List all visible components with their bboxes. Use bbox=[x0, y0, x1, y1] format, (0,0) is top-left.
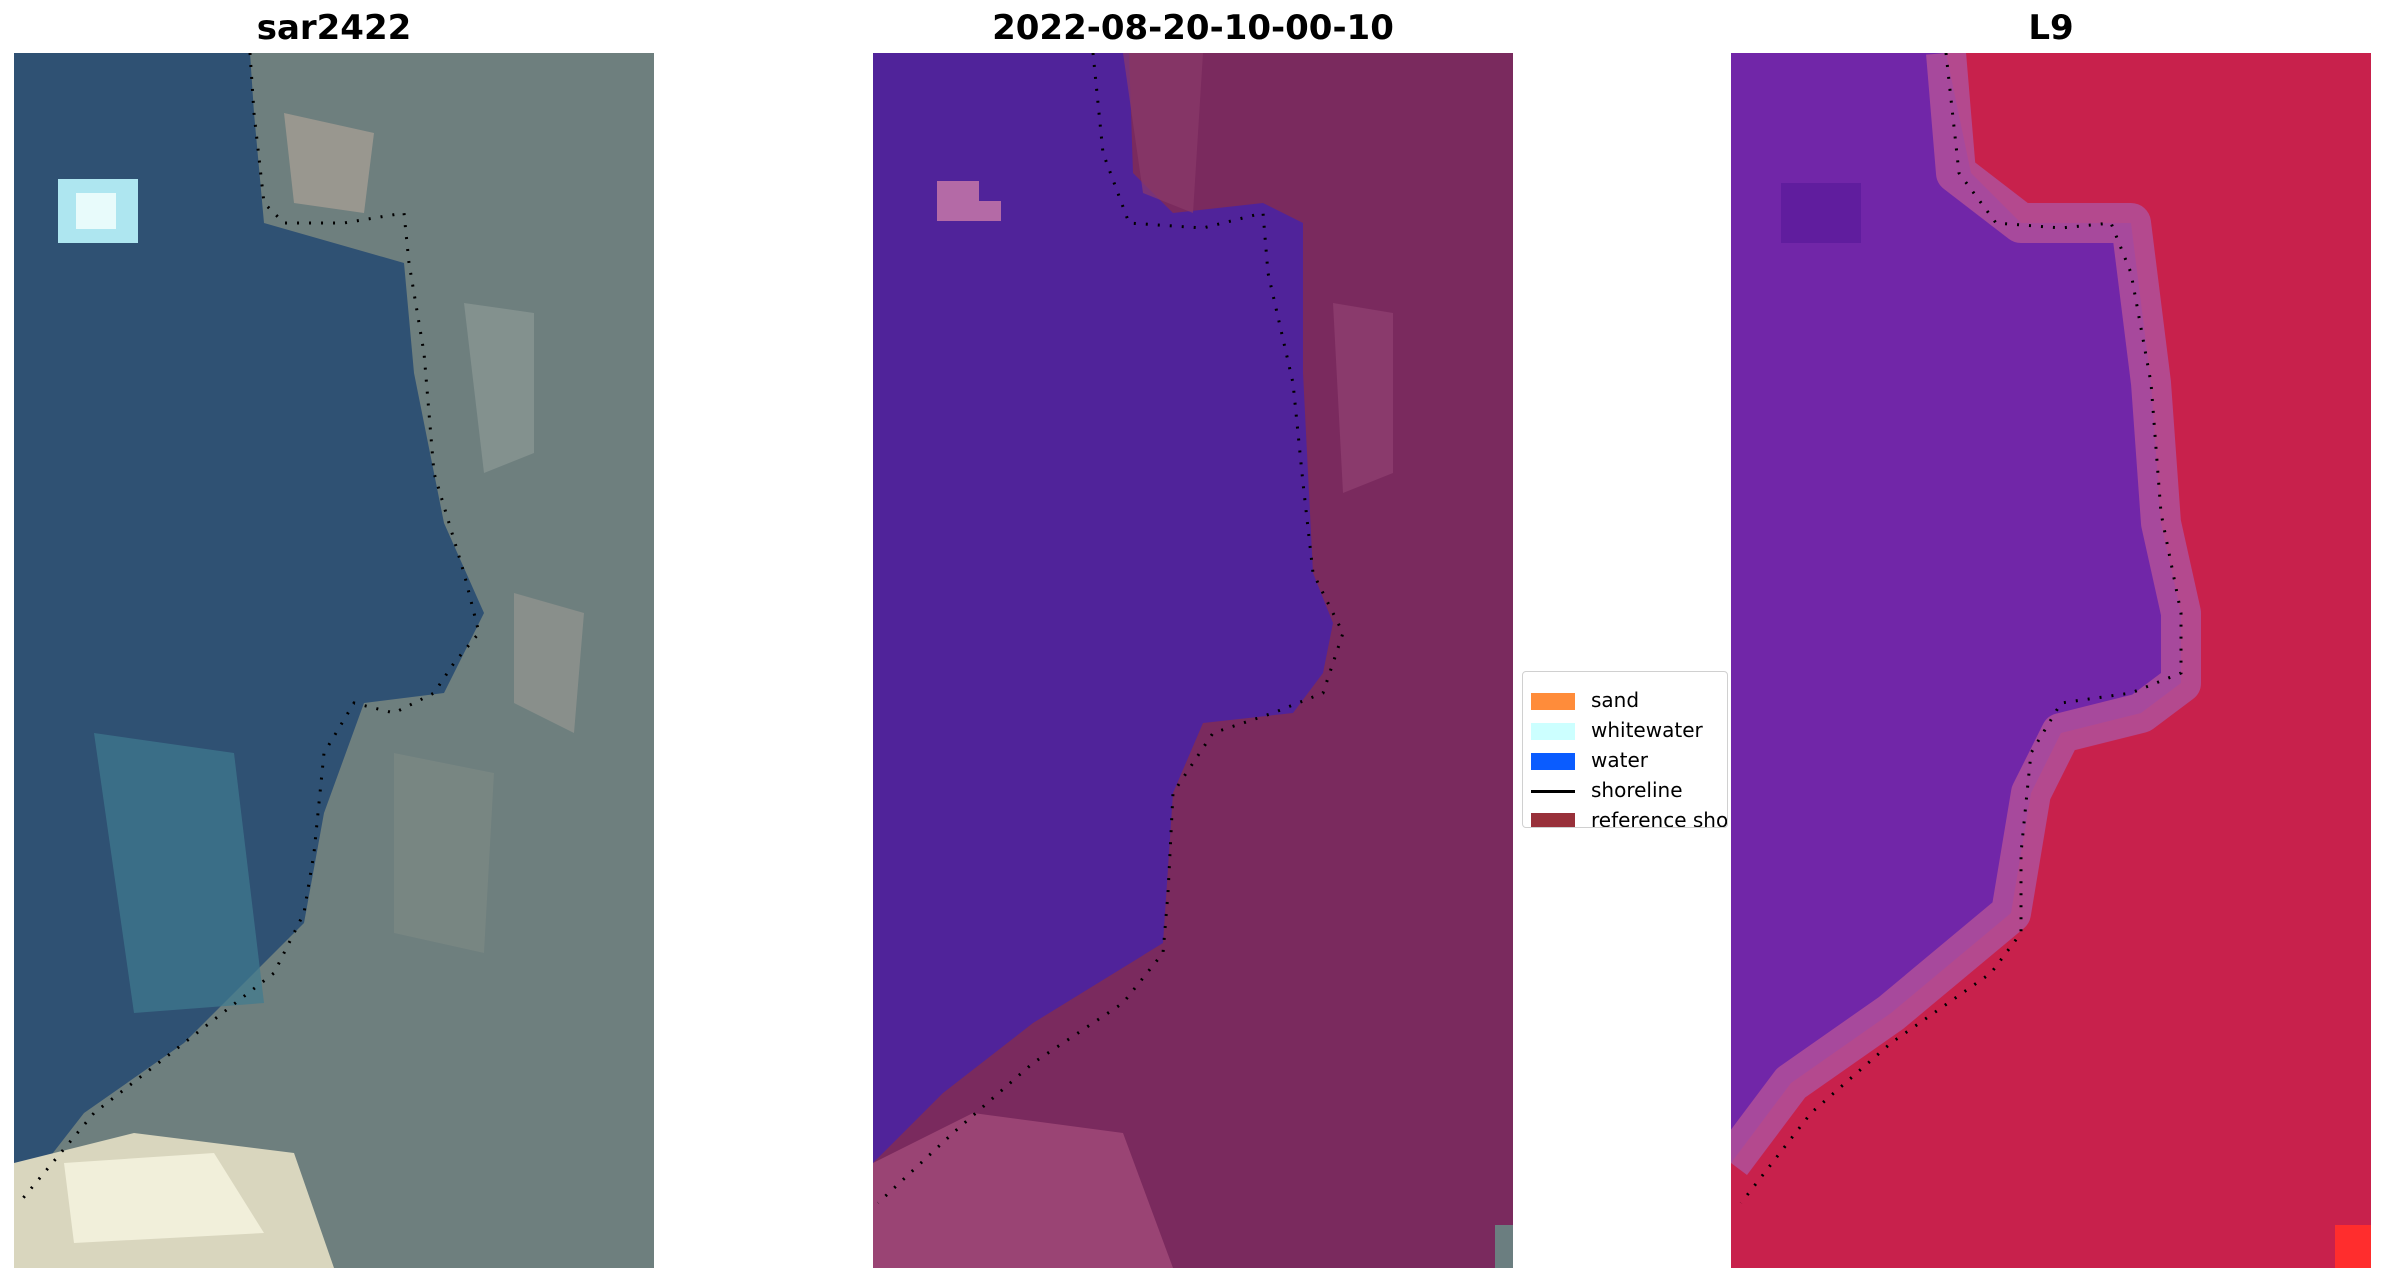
panel-title-index: L9 bbox=[2028, 8, 2074, 48]
rgb-image-panel bbox=[14, 53, 654, 1268]
panel-title-rgb: sar2422 bbox=[256, 8, 412, 48]
shoreline-dots bbox=[1739, 53, 2183, 1204]
rgb-image bbox=[14, 53, 654, 1268]
reference-shoreline-swatch bbox=[1531, 813, 1575, 827]
legend-label: reference shoreline bbox=[1591, 808, 1728, 828]
sand-swatch bbox=[1531, 693, 1575, 710]
legend: sand whitewater water shoreline referenc… bbox=[1522, 671, 1728, 828]
legend-label: water bbox=[1591, 748, 1648, 772]
index-panel bbox=[1731, 53, 2371, 1268]
panel-title-classification: 2022-08-20-10-00-10 bbox=[992, 8, 1394, 48]
whitewater-swatch bbox=[1531, 723, 1575, 740]
legend-label: shoreline bbox=[1591, 778, 1683, 802]
legend-label: sand bbox=[1591, 688, 1640, 712]
legend-item-sand: sand bbox=[1523, 686, 1727, 716]
legend-item-reference-shoreline: reference shoreline bbox=[1523, 806, 1728, 828]
legend-item-water: water bbox=[1523, 746, 1727, 776]
legend-label: whitewater bbox=[1591, 718, 1703, 742]
legend-item-shoreline: shoreline bbox=[1523, 776, 1727, 806]
shoreline-line-swatch bbox=[1531, 790, 1575, 793]
classification-panel bbox=[873, 53, 1513, 1268]
classification-image bbox=[873, 53, 1513, 1268]
legend-item-whitewater: whitewater bbox=[1523, 716, 1727, 746]
water-swatch bbox=[1531, 753, 1575, 770]
index-image bbox=[1731, 53, 2371, 1268]
